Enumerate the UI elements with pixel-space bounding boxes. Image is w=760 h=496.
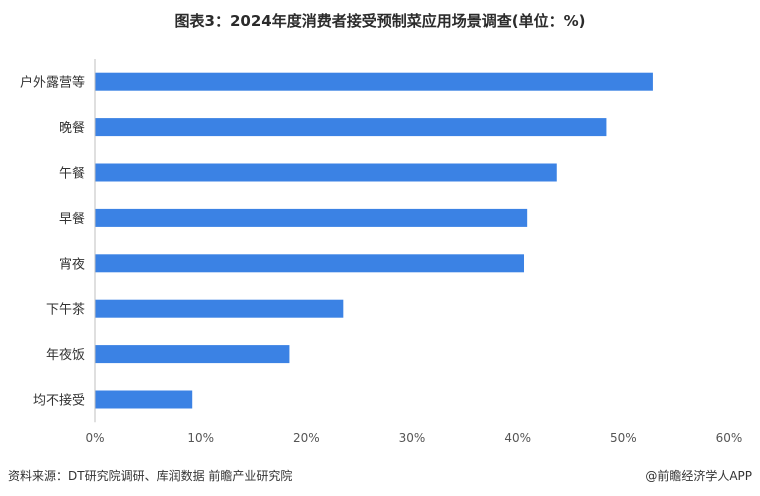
source-note: 资料来源：DT研究院调研、库润数据 前瞻产业研究院 [8,469,293,483]
bar [95,299,344,318]
x-tick-label: 10% [187,431,214,445]
x-tick-label: 60% [716,431,743,445]
bar [95,163,557,182]
category-label: 年夜饭 [46,348,85,363]
bar [95,390,193,409]
category-label: 早餐 [59,211,85,227]
bar [95,208,528,227]
x-tick-label: 50% [610,431,637,445]
category-label: 下午茶 [46,302,85,318]
category-label: 户外露营等 [20,75,85,91]
x-tick-label: 20% [293,431,320,445]
bar [95,72,653,91]
bar [95,254,525,273]
x-tick-label: 30% [399,431,426,445]
x-tick-label: 0% [85,431,104,445]
bar [95,118,607,137]
category-label: 晚餐 [59,120,85,136]
brand-note: @前瞻经济学人APP [645,469,752,483]
chart-title: 图表3：2024年度消费者接受预制菜应用场景调查(单位：%) [174,12,586,30]
category-label: 宵夜 [59,256,85,272]
bar [95,345,290,364]
category-label: 均不接受 [33,393,85,409]
category-label: 午餐 [59,166,85,182]
x-tick-label: 40% [504,431,531,445]
